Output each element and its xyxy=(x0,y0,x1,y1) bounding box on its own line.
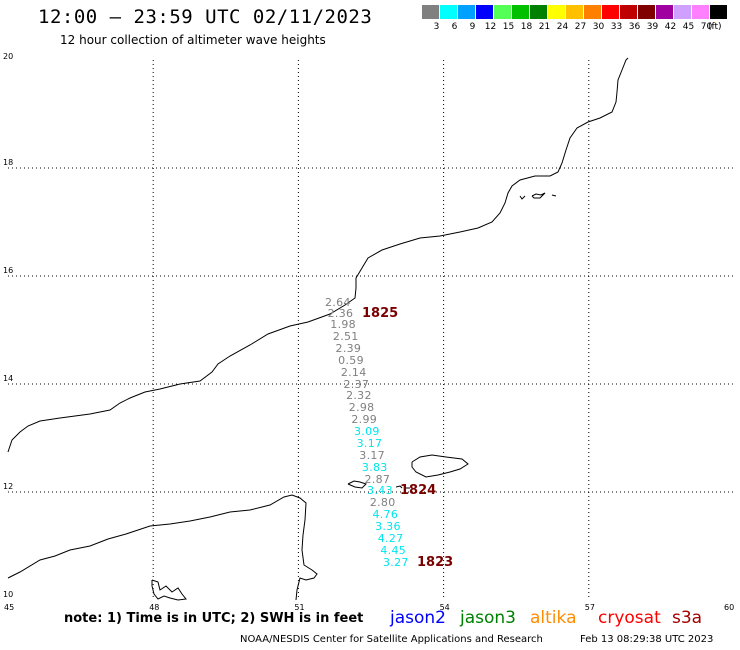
legend-label: 33 xyxy=(610,22,623,32)
swh-value: 3.17 xyxy=(359,448,385,462)
swh-value: 2.37 xyxy=(343,377,370,391)
swh-value: 2.39 xyxy=(335,341,362,355)
legend-label: 24 xyxy=(556,22,569,32)
swh-value: 3.09 xyxy=(354,425,380,439)
swh-value: 2.64 xyxy=(325,296,351,309)
satellite-s3a: s3a xyxy=(672,608,703,628)
legend-swatch xyxy=(656,5,673,19)
pass-time-label: 1823 xyxy=(417,554,454,570)
legend-label: 18 xyxy=(520,22,533,32)
map-title: 12:00 – 23:59 UTC 02/11/2023 xyxy=(38,6,373,28)
latitude-tick-label: 10 xyxy=(3,590,14,599)
legend-swatch xyxy=(458,5,475,19)
swh-value: 4.45 xyxy=(380,543,407,557)
longitude-tick-label: 57 xyxy=(584,603,595,612)
map-subtitle: 12 hour collection of altimeter wave hei… xyxy=(60,33,326,47)
satellite-jason2: jason2 xyxy=(390,608,446,628)
latitude-tick-label: 18 xyxy=(3,158,14,167)
swh-value: 3.36 xyxy=(375,520,401,534)
latitude-tick-label: 14 xyxy=(3,374,14,383)
legend-label: 6 xyxy=(451,22,458,32)
lat-lon-grid xyxy=(8,60,734,600)
longitude-tick-label: 48 xyxy=(149,603,160,612)
legend-swatch xyxy=(566,5,583,19)
swh-value: 2.87 xyxy=(364,472,391,486)
legend-swatch xyxy=(530,5,547,19)
satellite-jason3: jason3 xyxy=(460,608,516,628)
legend-label: 42 xyxy=(664,22,677,32)
satellite-cryosat: cryosat xyxy=(598,608,661,628)
legend-label: 21 xyxy=(538,22,551,32)
legend-label: 36 xyxy=(628,22,641,32)
swh-value: 3.27 xyxy=(383,555,409,569)
legend-swatch xyxy=(476,5,493,19)
swh-value: 2.98 xyxy=(348,401,375,415)
legend-label: 9 xyxy=(469,22,476,32)
swh-value: 2.51 xyxy=(332,330,359,344)
generation-timestamp: Feb 13 08:29:38 UTC 2023 xyxy=(580,634,714,645)
coastline-horn-of-africa xyxy=(7,494,318,601)
legend-swatch xyxy=(620,5,637,19)
swh-value: 3.17 xyxy=(356,436,383,450)
longitude-tick-label: 45 xyxy=(4,603,15,612)
coastline-arabian-peninsula xyxy=(7,57,629,453)
swh-value: 1.98 xyxy=(330,318,356,332)
legend-swatch xyxy=(638,5,655,19)
legend-label: 30 xyxy=(592,22,605,32)
latitude-tick-label: 20 xyxy=(3,52,14,61)
longitude-tick-label: 60 xyxy=(724,603,735,612)
swh-value: 2.36 xyxy=(327,306,354,320)
swh-value: 2.14 xyxy=(340,365,367,379)
legend-swatch xyxy=(440,5,457,19)
pass-time-label: 1824 xyxy=(400,483,437,499)
credit-line: NOAA/NESDIS Center for Satellite Applica… xyxy=(240,634,543,645)
legend-label: 3 xyxy=(433,22,440,32)
swh-value: 3.83 xyxy=(361,460,388,474)
legend-swatch xyxy=(602,5,619,19)
longitude-tick-label: 54 xyxy=(439,603,450,612)
legend-swatch xyxy=(584,5,601,19)
small-islands xyxy=(347,480,410,489)
legend-label: 45 xyxy=(682,22,695,32)
swh-value: 2.32 xyxy=(346,389,372,403)
legend-label: 70 xyxy=(700,22,713,32)
swh-value: 2.80 xyxy=(369,496,396,510)
legend-swatch xyxy=(692,5,709,19)
pass-time-label: 1825 xyxy=(362,305,399,321)
legend-label: 15 xyxy=(502,22,515,32)
legend-swatch xyxy=(494,5,511,19)
legend-unit: (ft) xyxy=(708,22,722,32)
swh-value: 2.99 xyxy=(351,413,378,427)
legend-label: 27 xyxy=(574,22,587,32)
legend-swatch xyxy=(674,5,691,19)
legend-swatch xyxy=(512,5,529,19)
swh-value: 0.59 xyxy=(338,353,364,367)
longitude-tick-label: 51 xyxy=(294,603,305,612)
swh-value: 3.43 xyxy=(367,484,393,498)
latitude-tick-label: 12 xyxy=(3,482,14,491)
swh-value: 4.27 xyxy=(377,531,404,545)
satellite-altika: altika xyxy=(530,608,577,628)
footer-note: note: 1) Time is in UTC; 2) SWH is in fe… xyxy=(64,611,364,626)
latitude-tick-label: 16 xyxy=(3,266,14,275)
legend-swatch xyxy=(422,5,439,19)
legend-swatch xyxy=(548,5,565,19)
legend-swatch xyxy=(710,5,727,19)
legend-label: 39 xyxy=(646,22,659,32)
swh-value: 4.76 xyxy=(372,508,399,522)
socotra-island xyxy=(411,454,469,478)
legend-label: 12 xyxy=(484,22,497,32)
